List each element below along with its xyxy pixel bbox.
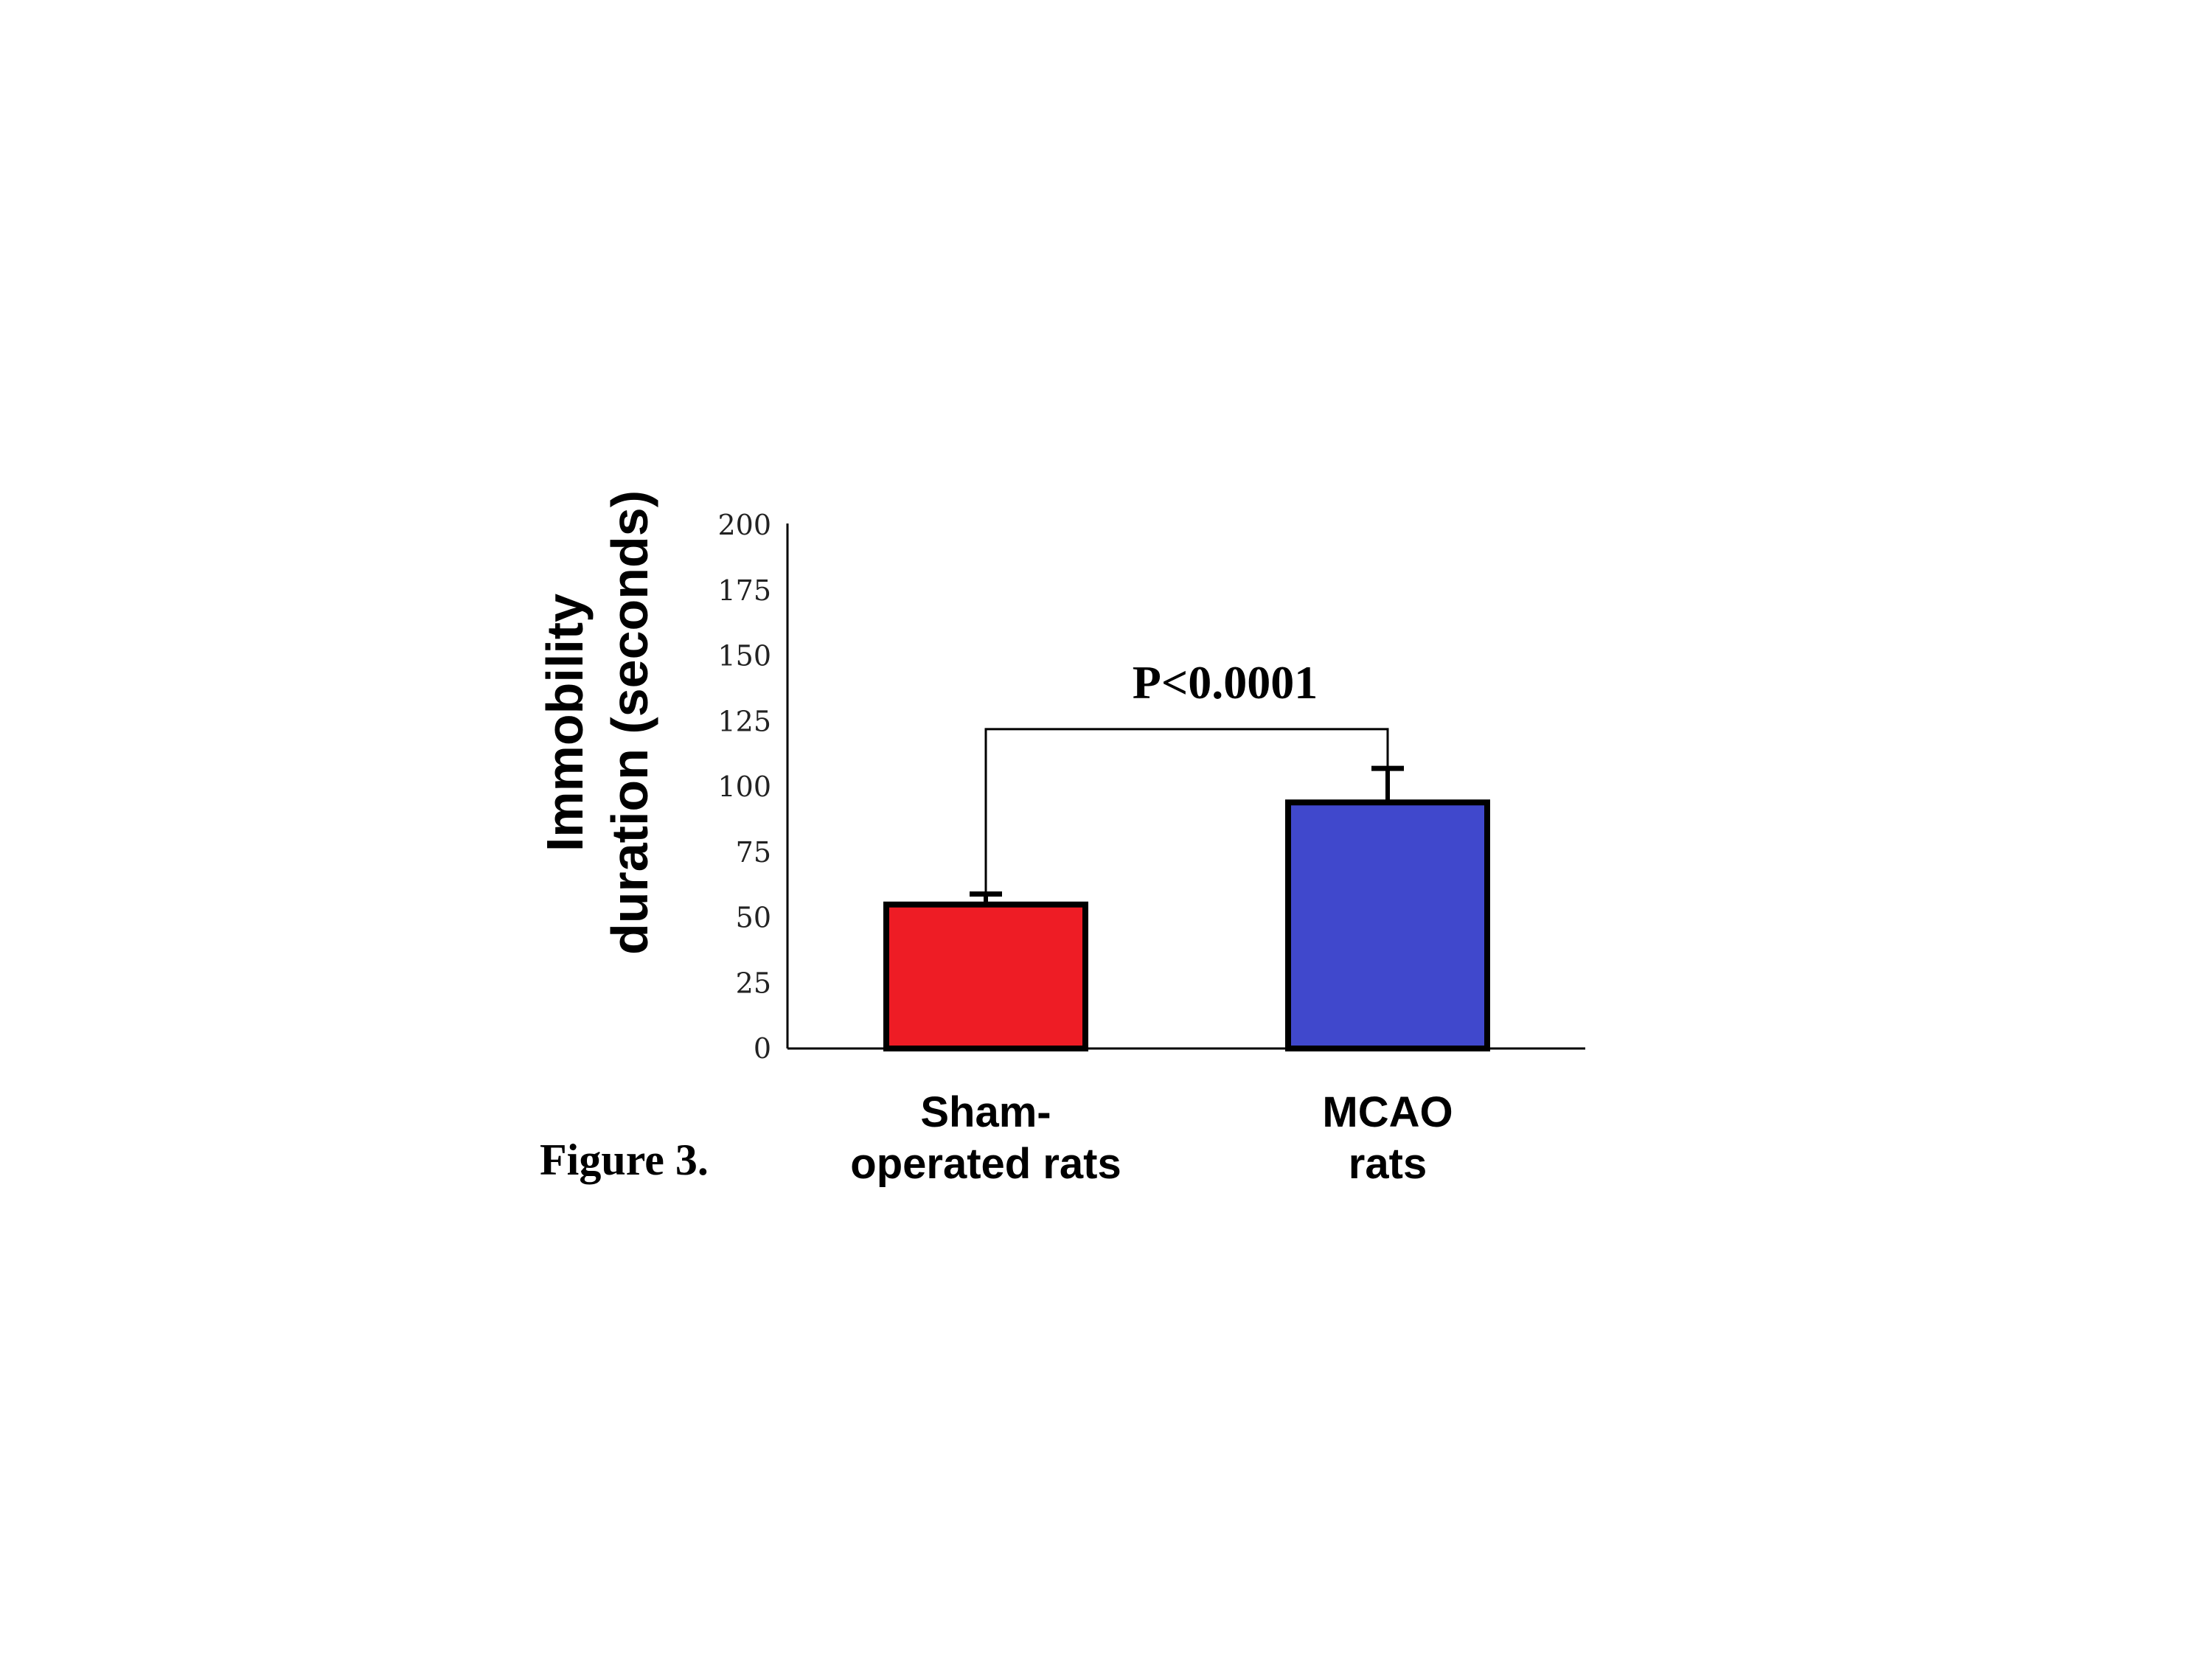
y-tick-label: 100 bbox=[717, 771, 771, 803]
y-tick-label: 200 bbox=[717, 509, 771, 541]
y-tick-label: 175 bbox=[717, 574, 771, 607]
chart-axes: 0 25 50 75 100 125 150 175 200 bbox=[717, 509, 1585, 1065]
figure-caption: Figure 3. bbox=[540, 1135, 709, 1184]
category-label-line: operated rats bbox=[850, 1140, 1121, 1188]
significance-bracket bbox=[984, 728, 1389, 894]
category-label-line: MCAO bbox=[1322, 1088, 1453, 1136]
y-tick-label: 50 bbox=[736, 902, 771, 934]
category-label: MCAO rats bbox=[1322, 1088, 1453, 1188]
y-tick-label: 150 bbox=[717, 640, 771, 672]
category-label-line: Sham- bbox=[920, 1088, 1051, 1136]
y-tick-label: 125 bbox=[717, 705, 771, 737]
y-tick-label: 25 bbox=[736, 967, 771, 999]
category-label: Sham-operated rats bbox=[850, 1088, 1121, 1188]
bar bbox=[1285, 799, 1490, 1052]
bar bbox=[883, 901, 1088, 1051]
p-value-annotation: P<0.0001 bbox=[1133, 656, 1318, 709]
chart-bars bbox=[883, 765, 1490, 1052]
category-label-line: rats bbox=[1349, 1140, 1427, 1188]
y-axis-label-line: duration (seconds) bbox=[601, 490, 658, 955]
chart-labels: Immobility duration (seconds) P<0.0001 Sham… bbox=[536, 490, 1453, 1188]
y-tick-label: 0 bbox=[754, 1032, 771, 1065]
y-axis-label: Immobility duration (seconds) bbox=[536, 490, 658, 955]
y-tick-label: 75 bbox=[736, 836, 771, 869]
y-axis-label-line: Immobility bbox=[536, 594, 594, 852]
